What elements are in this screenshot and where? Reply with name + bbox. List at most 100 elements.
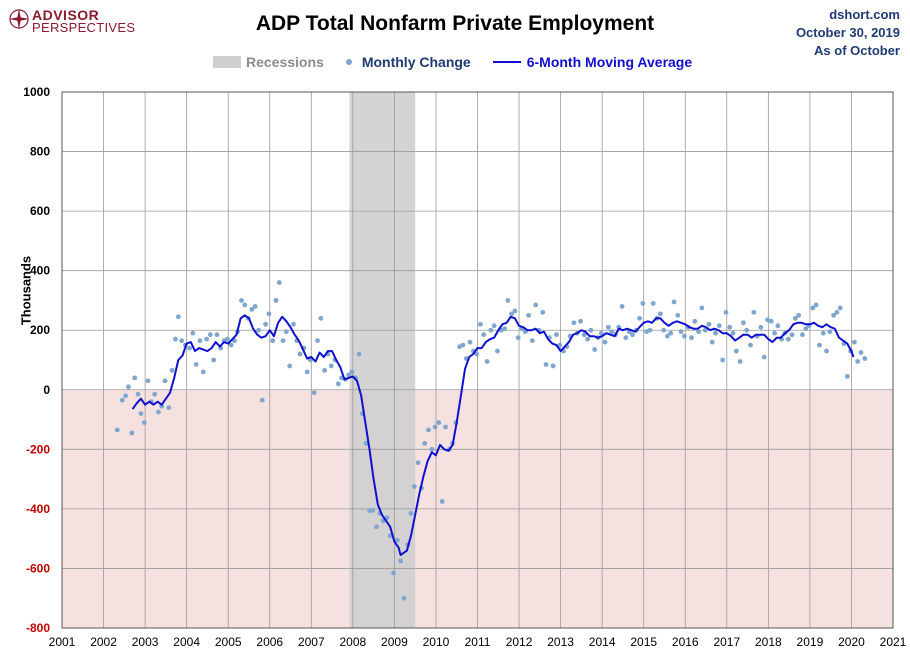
monthly-change-point (266, 311, 272, 317)
x-tick-label: 2011 (465, 635, 491, 649)
monthly-change-point (630, 332, 635, 338)
monthly-change-point (439, 499, 445, 504)
monthly-change-point (716, 323, 722, 329)
monthly-change-point (772, 330, 777, 336)
x-tick-label: 2013 (547, 635, 574, 649)
x-tick-label: 2016 (672, 635, 699, 649)
x-tick-label: 2005 (215, 635, 242, 649)
monthly-change-point (727, 324, 733, 330)
monthly-change-point (460, 342, 466, 348)
monthly-change-point (495, 348, 500, 354)
monthly-change-point (800, 332, 805, 338)
legend-item-average: 6-Month Moving Average (492, 54, 692, 70)
monthly-change-point (803, 326, 809, 332)
y-tick-label: 1000 (23, 85, 50, 99)
monthly-change-point (578, 318, 583, 324)
recession-band (349, 92, 416, 628)
monthly-change-point (367, 507, 372, 513)
monthly-change-point (758, 324, 764, 330)
monthly-change-point (748, 342, 753, 348)
monthly-change-point (270, 338, 276, 344)
monthly-change-point (744, 327, 750, 333)
monthly-change-point (820, 330, 826, 336)
monthly-change-point (505, 298, 511, 303)
moving-average-line (131, 314, 855, 556)
monthly-change-point (741, 320, 746, 326)
y-tick-label: 0 (43, 383, 50, 397)
monthly-change-point (363, 440, 369, 446)
monthly-change-point (844, 373, 850, 379)
monthly-change-point (723, 309, 729, 315)
y-tick-label: 800 (30, 145, 50, 159)
monthly-change-point (837, 305, 843, 311)
monthly-change-point (650, 301, 656, 306)
monthly-change-point (408, 510, 414, 516)
monthly-change-point (526, 312, 532, 318)
monthly-change-point (855, 359, 861, 364)
monthly-change-point (252, 304, 258, 309)
monthly-change-point (119, 397, 125, 403)
x-tick-label: 2010 (423, 635, 450, 649)
monthly-change-point (637, 315, 642, 321)
monthly-change-point (605, 324, 611, 330)
monthly-change-point (297, 351, 303, 357)
dot-marker-icon (345, 59, 352, 65)
monthly-change-point (533, 302, 539, 308)
monthly-change-point (436, 420, 442, 425)
monthly-change-point (211, 357, 217, 363)
monthly-change-point (581, 332, 587, 338)
x-tick-label: 2001 (49, 635, 76, 649)
x-tick-label: 2019 (797, 635, 824, 649)
legend-item-monthly: Monthly Change (345, 54, 471, 70)
monthly-change-point (585, 336, 591, 342)
monthly-change-point (709, 339, 715, 345)
monthly-change-point (187, 345, 192, 351)
legend-item-recessions: Recessions (213, 54, 324, 70)
monthly-change-point (287, 363, 293, 369)
monthly-change-point (276, 280, 282, 285)
monthly-change-point (509, 311, 514, 317)
monthly-change-point (304, 369, 310, 375)
monthly-change-point (512, 308, 518, 314)
monthly-change-point (224, 336, 230, 342)
x-tick-label: 2009 (381, 635, 408, 649)
monthly-change-point (571, 320, 577, 326)
monthly-change-point (311, 390, 317, 396)
monthly-change-point (851, 339, 857, 345)
monthly-change-point (502, 326, 507, 332)
x-tick-label: 2021 (880, 635, 907, 649)
monthly-change-point (813, 302, 819, 308)
monthly-change-point (602, 339, 608, 345)
monthly-change-point (169, 368, 175, 373)
monthly-change-point (152, 391, 158, 397)
monthly-change-point (619, 304, 625, 309)
x-tick-label: 2015 (630, 635, 657, 649)
monthly-change-point (484, 359, 490, 364)
monthly-change-point (515, 335, 521, 341)
monthly-change-point (481, 332, 487, 338)
x-tick-label: 2014 (589, 635, 616, 649)
monthly-change-point (751, 309, 757, 315)
monthly-change-point (394, 537, 400, 543)
brand-name-bottom: PERSPECTIVES (32, 20, 136, 35)
y-tick-label: 600 (30, 204, 50, 218)
monthly-change-point (443, 424, 448, 430)
monthly-change-point (478, 321, 483, 327)
source-site: dshort.com (829, 7, 900, 22)
monthly-change-point (155, 409, 161, 415)
recession-swatch-icon (213, 56, 241, 68)
monthly-change-point (138, 411, 144, 416)
source-date: October 30, 2019 (795, 25, 900, 40)
monthly-change-point (173, 336, 178, 342)
brand-name-top: ADVISOR (32, 7, 100, 23)
monthly-change-point (796, 312, 802, 318)
monthly-change-point (175, 314, 181, 320)
monthly-change-point (166, 405, 172, 411)
x-tick-label: 2017 (713, 635, 740, 649)
monthly-change-point (696, 329, 701, 335)
monthly-change-point (322, 368, 327, 373)
monthly-change-point (699, 305, 705, 311)
monthly-change-point (689, 335, 694, 341)
monthly-change-point (733, 348, 739, 354)
monthly-change-point (280, 338, 286, 344)
